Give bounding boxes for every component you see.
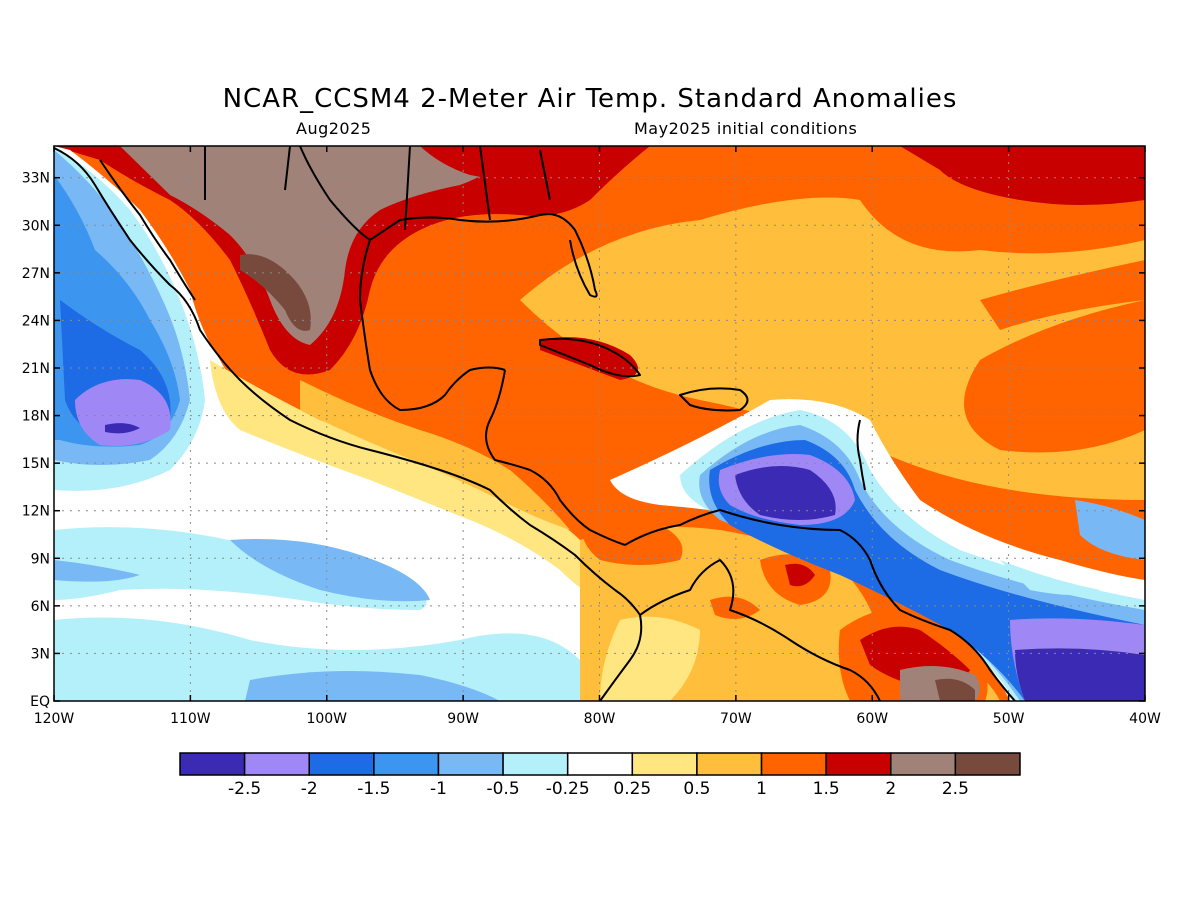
lat-tick-label: 33N <box>22 171 50 187</box>
colorbar-label: 0.25 <box>613 779 651 799</box>
map-title: NCAR_CCSM4 2-Meter Air Temp. Standard An… <box>222 84 958 114</box>
init-conditions-label: May2025 initial conditions <box>634 119 858 138</box>
colorbar-swatch <box>631 752 698 776</box>
colorbar-swatch <box>890 752 957 776</box>
field-anom-14 <box>105 423 140 434</box>
lon-tick-label: 100W <box>306 711 347 727</box>
map-gridlines <box>54 146 1145 701</box>
field-anom-5 <box>240 254 311 331</box>
field-anom-25 <box>785 563 815 587</box>
colorbar-label: -1 <box>430 779 447 799</box>
longitude-ticks: 120W 110W 100W 90W 80W 70W 60W 50W 40W <box>34 146 1161 727</box>
field-anom-19 <box>245 671 500 701</box>
lesser-antilles <box>856 419 866 491</box>
lon-tick-label: 80W <box>584 711 616 727</box>
lon-tick-label: 110W <box>170 711 211 727</box>
lat-tick-label: 15N <box>22 456 50 472</box>
lon-tick-label: 60W <box>856 711 888 727</box>
field-anom-23 <box>600 616 700 701</box>
field-anom-4 <box>420 146 640 195</box>
colorbar-label: 2 <box>885 779 896 799</box>
valid-month-label: Aug2025 <box>296 119 372 138</box>
hispaniola <box>679 387 749 412</box>
field-anom-39 <box>1015 648 1145 701</box>
lat-tick-label: 30N <box>22 218 50 234</box>
pacific-coastline <box>53 147 643 702</box>
field-anom-13 <box>75 379 171 446</box>
colorbar-label: 1.5 <box>813 779 840 799</box>
coastlines <box>53 145 1016 702</box>
south-america-north-coast <box>624 509 1016 702</box>
colorbar-swatch <box>825 752 892 776</box>
colorbar-label: -1.5 <box>357 779 390 799</box>
colorbar-swatch <box>502 752 569 776</box>
central-america-caribbean-coast <box>485 369 626 546</box>
field-anom-6 <box>900 146 1145 205</box>
us-state-borders <box>204 145 551 231</box>
lon-tick-label: 70W <box>720 711 752 727</box>
lon-tick-label: 40W <box>1129 711 1161 727</box>
south-america-borders <box>639 559 881 702</box>
field-anom-16 <box>54 617 580 701</box>
lat-tick-label: 24N <box>22 313 50 329</box>
field-anom-17 <box>230 539 430 602</box>
field-anom-7 <box>540 337 638 380</box>
anomaly-field <box>54 146 1145 701</box>
lat-tick-label: 27N <box>22 266 50 282</box>
field-anom-26 <box>710 596 760 619</box>
colorbar-swatch <box>437 752 504 776</box>
lon-tick-label: 120W <box>34 711 75 727</box>
cuba <box>539 337 641 378</box>
field-anom-41 <box>1000 560 1100 595</box>
field-anom-1 <box>520 197 1145 500</box>
us-gulf-coast <box>299 145 598 298</box>
field-anom-3 <box>120 146 520 345</box>
colorbar-swatch <box>760 752 827 776</box>
colorbar-swatch <box>179 752 246 776</box>
colorbar-label: -2 <box>301 779 318 799</box>
lat-tick-label: 18N <box>22 409 50 425</box>
latitude-ticks: 33N 30N 27N 24N 21N 18N 15N 12N 9N 6N 3N EQ <box>22 171 1145 710</box>
colorbar-swatch <box>566 752 634 776</box>
field-anom-20 <box>210 360 610 600</box>
colorbar-label: -0.25 <box>546 779 590 799</box>
field-anom-30 <box>935 678 975 701</box>
field-anom-37 <box>735 466 836 520</box>
colorbar-swatch <box>308 752 375 776</box>
mexico-gulf-coast <box>359 239 506 411</box>
colorbar-swatch <box>373 752 440 776</box>
lat-tick-label: 9N <box>31 551 50 567</box>
colorbar-swatch <box>243 752 310 776</box>
lon-tick-label: 50W <box>993 711 1025 727</box>
field-anom-21 <box>300 380 570 530</box>
colorbar-label: -0.5 <box>486 779 519 799</box>
lon-tick-label: 90W <box>447 711 479 727</box>
lat-tick-label: EQ <box>30 694 50 710</box>
colorbar-label: 1 <box>756 779 767 799</box>
colorbar-swatch <box>696 752 763 776</box>
lat-tick-label: 3N <box>31 646 50 662</box>
lat-tick-label: 12N <box>22 504 50 520</box>
field-anom-18 <box>54 560 140 582</box>
field-anom-1b <box>980 260 1145 330</box>
colorbar-label: -2.5 <box>228 779 261 799</box>
colorbar: -2.5 -2 -1.5 -1 -0.5 -0.25 0.25 0.5 1 1.5 2 2.5 <box>179 752 1021 799</box>
lat-tick-label: 21N <box>22 361 50 377</box>
baja-peninsula <box>99 159 196 301</box>
lat-tick-label: 6N <box>31 599 50 615</box>
colorbar-swatch <box>954 752 1021 776</box>
field-anom-40 <box>1075 500 1145 560</box>
colorbar-label: 0.5 <box>683 779 710 799</box>
colorbar-label: 2.5 <box>942 779 969 799</box>
